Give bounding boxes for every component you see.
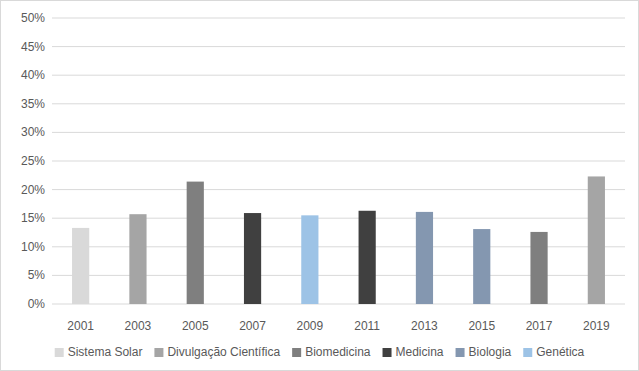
legend-swatch xyxy=(456,348,465,357)
bar xyxy=(72,228,89,304)
grid-line xyxy=(52,132,625,133)
legend-label: Medicina xyxy=(396,345,444,359)
grid-line xyxy=(52,75,625,76)
x-tick-label: 2015 xyxy=(468,319,495,333)
y-tick-label: 5% xyxy=(28,268,46,282)
chart: 0% 5% 10% 15% 20% 25% 30% 35% 40% 45% 50% 2001 2003 2… xyxy=(0,0,639,371)
chart-border xyxy=(1,1,639,371)
y-tick-label: 50% xyxy=(21,11,45,25)
legend-swatch xyxy=(154,348,163,357)
legend-label: Sistema Solar xyxy=(68,345,143,359)
grid-line xyxy=(52,189,625,190)
grid-line xyxy=(52,103,625,104)
legend-swatch xyxy=(383,348,392,357)
y-tick-label: 45% xyxy=(21,40,45,54)
grid-line xyxy=(52,18,625,19)
legend-swatch xyxy=(523,348,532,357)
x-tick-label: 2001 xyxy=(67,319,94,333)
legend-label: Genética xyxy=(536,345,584,359)
x-tick-label: 2005 xyxy=(182,319,209,333)
y-tick-label: 20% xyxy=(21,183,45,197)
x-tick-label: 2019 xyxy=(583,319,610,333)
x-tick-label: 2003 xyxy=(125,319,152,333)
x-tick-label: 2009 xyxy=(296,319,323,333)
bar xyxy=(588,176,605,304)
bar xyxy=(473,229,490,304)
legend-label: Biologia xyxy=(469,345,512,359)
legend-swatch xyxy=(55,348,64,357)
bar xyxy=(416,212,433,304)
legend-label: Biomedicina xyxy=(305,345,371,359)
x-tick-label: 2017 xyxy=(526,319,553,333)
y-tick-label: 30% xyxy=(21,125,45,139)
grid-line xyxy=(52,161,625,162)
grid-line xyxy=(52,46,625,47)
y-tick-label: 35% xyxy=(21,97,45,111)
bar xyxy=(359,211,376,304)
legend-label: Divulgação Científica xyxy=(167,345,280,359)
bar xyxy=(530,232,547,304)
x-tick-label: 2007 xyxy=(239,319,266,333)
y-tick-label: 10% xyxy=(21,240,45,254)
y-tick-label: 40% xyxy=(21,68,45,82)
bar xyxy=(301,215,318,304)
y-tick-label: 25% xyxy=(21,154,45,168)
bar xyxy=(129,214,146,304)
x-tick-label: 2013 xyxy=(411,319,438,333)
legend-swatch xyxy=(292,348,301,357)
y-tick-label: 0% xyxy=(28,297,46,311)
y-tick-label: 15% xyxy=(21,211,45,225)
bar xyxy=(187,182,204,304)
legend: Sistema Solar Divulgação Científica Biomed… xyxy=(55,345,585,359)
x-tick-label: 2011 xyxy=(354,319,380,333)
bars xyxy=(72,176,605,304)
bar xyxy=(244,213,261,304)
